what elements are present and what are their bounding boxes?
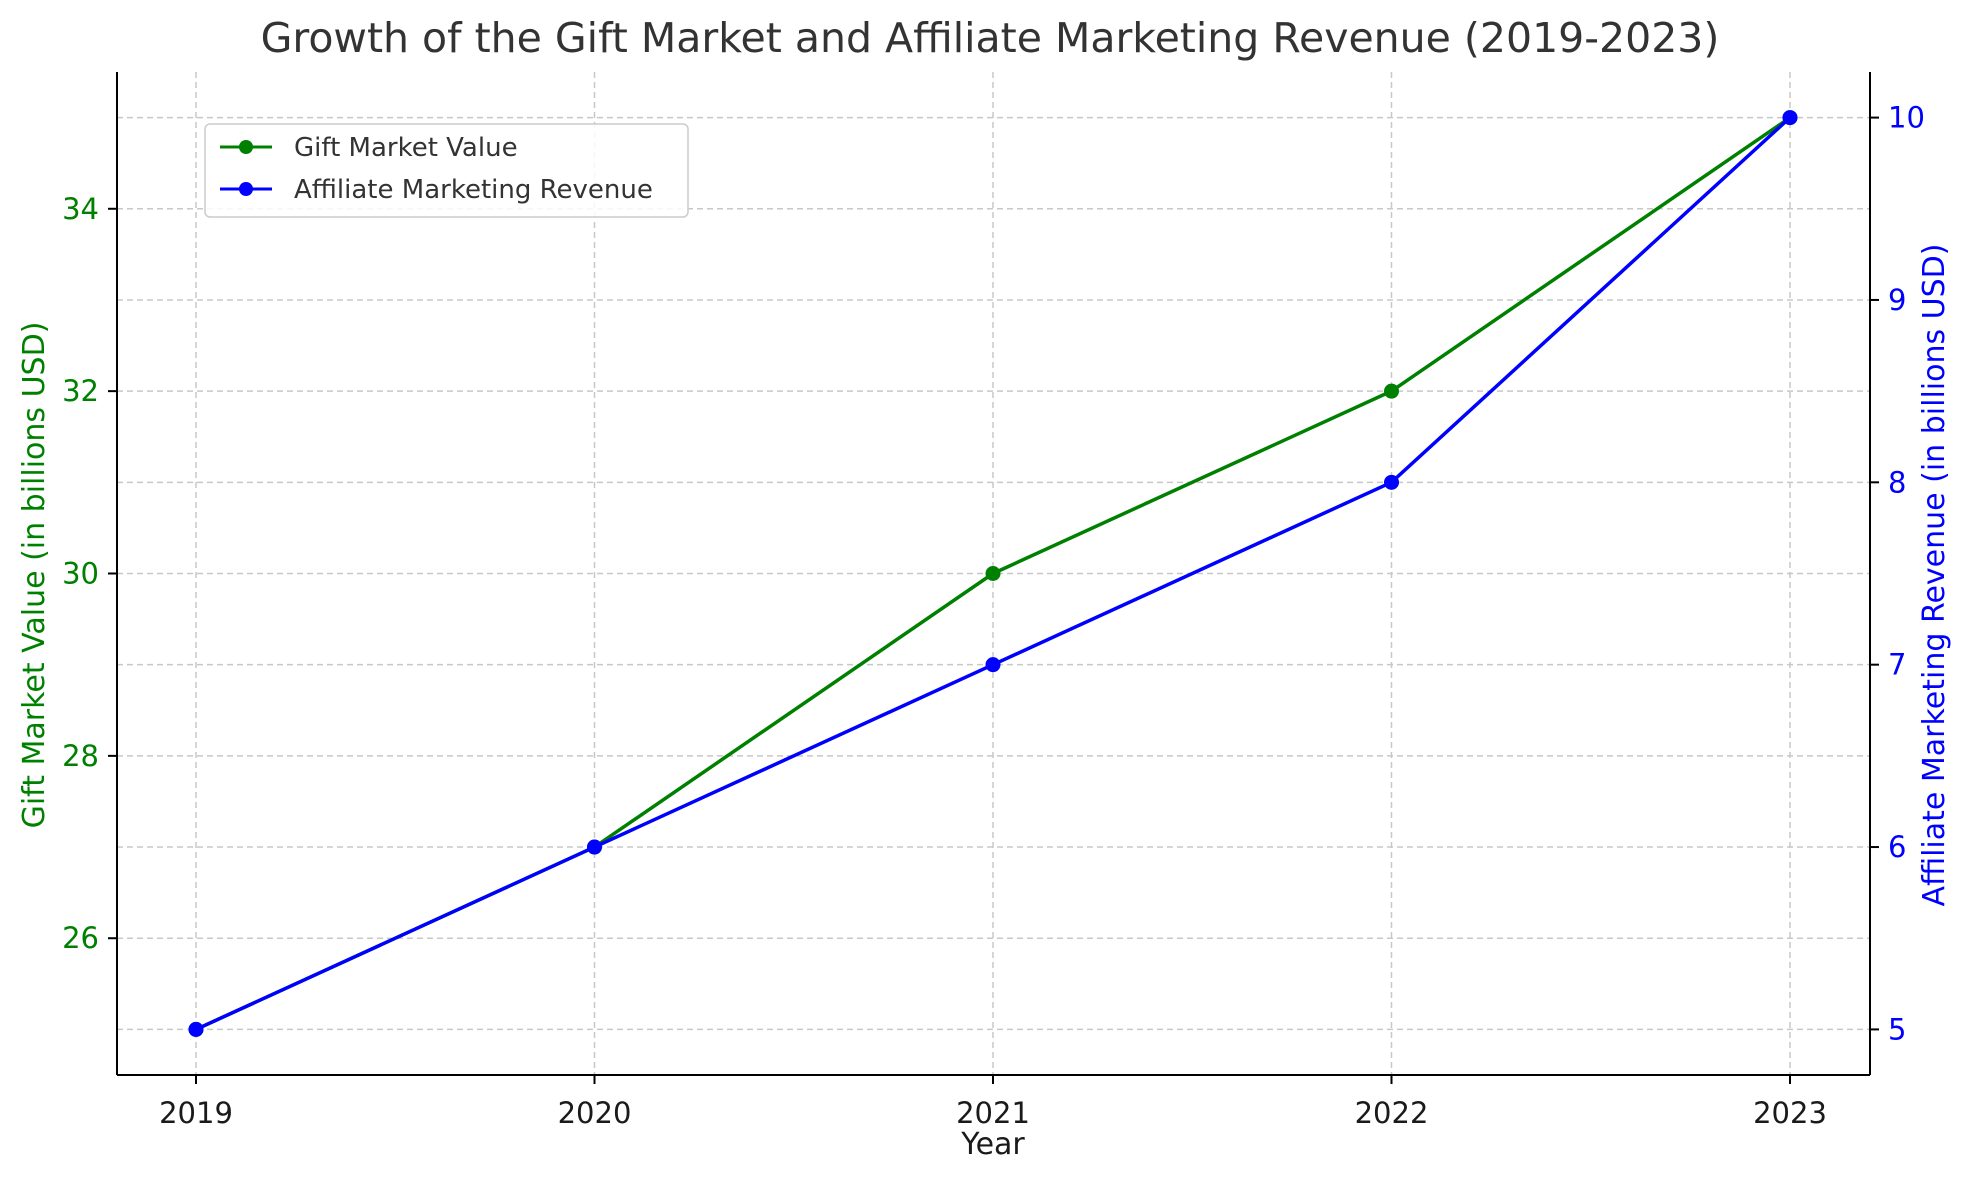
x-tick-label: 2019: [159, 1096, 233, 1130]
y-right-tick-label: 6: [1888, 830, 1906, 864]
y-right-ticks: 5 6 7 8 9 10: [1870, 101, 1925, 1046]
x-ticks: 2019 2020 2021 2022 2023: [159, 1075, 1827, 1130]
y-right-tick-label: 9: [1888, 283, 1906, 317]
y-left-tick-label: 32: [62, 374, 99, 408]
y-left-axis-label: Gift Market Value (in billions USD): [17, 322, 52, 829]
x-tick-label: 2021: [956, 1096, 1030, 1130]
legend-marker-affiliate: [239, 182, 253, 196]
y-left-ticks: 26 28 30 32 34: [62, 192, 117, 955]
y-right-axis-label: Affiliate Marketing Revenue (in billions…: [1917, 244, 1952, 907]
y-right-tick-label: 5: [1888, 1012, 1906, 1046]
x-tick-label: 2022: [1355, 1096, 1429, 1130]
series-1-point: [587, 839, 602, 855]
series-1-point: [985, 657, 1001, 673]
legend-label-gift-market: Gift Market Value: [294, 133, 518, 163]
legend-box: [204, 123, 689, 218]
y-right-tick-label: 8: [1888, 465, 1906, 499]
y-left-tick-label: 26: [62, 921, 99, 955]
series: [188, 110, 1798, 1037]
y-right-tick-label: 7: [1888, 648, 1906, 682]
y-left-tick-label: 28: [62, 739, 99, 773]
y-left-tick-label: 30: [62, 557, 99, 591]
legend-marker-gift-market: [239, 140, 253, 154]
chart-title: Growth of the Gift Market and Affiliate …: [261, 14, 1720, 62]
legend-label-affiliate: Affiliate Marketing Revenue: [294, 175, 653, 205]
series-1-point: [1782, 110, 1798, 126]
series-1-point: [188, 1021, 204, 1037]
legend: Gift Market Value Affiliate Marketing Re…: [204, 123, 689, 218]
y-right-tick-label: 10: [1888, 101, 1925, 135]
x-axis-label: Year: [960, 1127, 1025, 1162]
x-tick-label: 2023: [1753, 1096, 1827, 1130]
series-0-point: [985, 566, 1001, 581]
x-tick-label: 2020: [558, 1096, 632, 1130]
series-0-point: [1384, 383, 1399, 399]
y-left-tick-label: 34: [62, 192, 99, 226]
series-1-point: [1384, 474, 1399, 490]
